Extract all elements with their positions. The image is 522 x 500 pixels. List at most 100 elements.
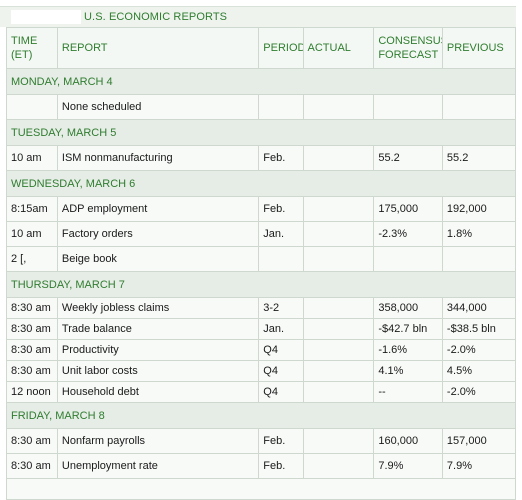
cell-consensus: -2.3% <box>373 221 443 247</box>
cell-time: 8:30 am <box>6 318 58 340</box>
col-header-previous: PREVIOUS <box>441 27 517 69</box>
footer-blank-cell <box>6 478 516 500</box>
cell-previous <box>441 246 517 272</box>
cell-previous <box>441 94 517 120</box>
cell-report: None scheduled <box>56 94 260 120</box>
cell-consensus: 175,000 <box>373 196 443 222</box>
day-label: THURSDAY, MARCH 7 <box>6 271 516 298</box>
cell-report: Weekly jobless claims <box>56 297 260 319</box>
cell-previous: 7.9% <box>441 453 517 479</box>
table-row: 8:30 am Nonfarm payrolls Feb. 160,000 15… <box>6 428 517 454</box>
cell-time: 8:30 am <box>6 453 58 479</box>
table-row: 10 am ISM nonmanufacturing Feb. 55.2 55.… <box>6 145 517 171</box>
cell-time: 10 am <box>6 221 58 247</box>
cell-consensus: -- <box>373 381 443 403</box>
cell-consensus: 358,000 <box>373 297 443 319</box>
cell-previous: 192,000 <box>441 196 517 222</box>
cell-period: Feb. <box>258 453 304 479</box>
table-row: None scheduled <box>6 94 517 120</box>
cell-time: 8:30 am <box>6 297 58 319</box>
cell-report: Unemployment rate <box>56 453 260 479</box>
cell-previous: 157,000 <box>441 428 517 454</box>
table-row: 8:30 am Weekly jobless claims 3-2 358,00… <box>6 297 517 319</box>
cell-period: 3-2 <box>258 297 304 319</box>
title-blank-block <box>11 10 81 24</box>
cell-previous: -2.0% <box>441 339 517 361</box>
cell-actual <box>302 318 375 340</box>
day-row: MONDAY, MARCH 4 <box>6 68 516 95</box>
table-row: 8:30 am Trade balance Jan. -$42.7 bln -$… <box>6 318 517 340</box>
table-title: U.S. ECONOMIC REPORTS <box>84 11 228 23</box>
cell-period: Feb. <box>258 145 304 171</box>
cell-actual <box>302 145 375 171</box>
day-label: FRIDAY, MARCH 8 <box>6 402 516 429</box>
cell-report: Productivity <box>56 339 260 361</box>
cell-period: Feb. <box>258 196 304 222</box>
cell-report: Trade balance <box>56 318 260 340</box>
cell-time: 8:30 am <box>6 339 58 361</box>
cell-report: Unit labor costs <box>56 360 260 382</box>
day-row: FRIDAY, MARCH 8 <box>6 402 516 429</box>
table-row: 8:30 am Unit labor costs Q4 4.1% 4.5% <box>6 360 517 382</box>
cell-consensus: 7.9% <box>373 453 443 479</box>
col-header-consensus: CONSENSUS FORECAST <box>373 27 443 69</box>
day-label: WEDNESDAY, MARCH 6 <box>6 170 516 197</box>
cell-period: Jan. <box>258 318 304 340</box>
cell-report: ADP employment <box>56 196 260 222</box>
cell-actual <box>302 381 375 403</box>
cell-period: Jan. <box>258 221 304 247</box>
cell-previous: 4.5% <box>441 360 517 382</box>
cell-consensus <box>373 246 443 272</box>
cell-actual <box>302 453 375 479</box>
cell-previous: -2.0% <box>441 381 517 403</box>
cell-time: 8:30 am <box>6 428 58 454</box>
cell-period: Feb. <box>258 428 304 454</box>
cell-actual <box>302 360 375 382</box>
cell-actual <box>302 246 375 272</box>
cell-consensus: 55.2 <box>373 145 443 171</box>
cell-report: Nonfarm payrolls <box>56 428 260 454</box>
cell-time: 2 [, <box>6 246 58 272</box>
table-row: 8:30 am Productivity Q4 -1.6% -2.0% <box>6 339 517 361</box>
cell-previous: 344,000 <box>441 297 517 319</box>
table-row: 12 noon Household debt Q4 -- -2.0% <box>6 381 517 403</box>
table-title-bar: U.S. ECONOMIC REPORTS <box>0 6 516 27</box>
cell-report: Household debt <box>56 381 260 403</box>
table-footer-row <box>6 478 516 500</box>
cell-period: Q4 <box>258 381 304 403</box>
cell-actual <box>302 196 375 222</box>
cell-time: 12 noon <box>6 381 58 403</box>
cell-consensus: -$42.7 bln <box>373 318 443 340</box>
cell-period: Q4 <box>258 360 304 382</box>
table-row: 10 am Factory orders Jan. -2.3% 1.8% <box>6 221 517 247</box>
col-header-actual: ACTUAL <box>302 27 375 69</box>
cell-time: 8:15am <box>6 196 58 222</box>
table-row: 8:30 am Unemployment rate Feb. 7.9% 7.9% <box>6 453 517 479</box>
economic-reports-table: TIME (ET) REPORT PERIOD ACTUAL CONSENSUS… <box>6 27 517 500</box>
table-row: 2 [, Beige book <box>6 246 517 272</box>
col-header-period: PERIOD <box>258 27 304 69</box>
cell-consensus: 4.1% <box>373 360 443 382</box>
cell-period <box>258 246 304 272</box>
cell-consensus <box>373 94 443 120</box>
day-label: MONDAY, MARCH 4 <box>6 68 516 95</box>
cell-actual <box>302 428 375 454</box>
header-row: TIME (ET) REPORT PERIOD ACTUAL CONSENSUS… <box>6 27 517 69</box>
cell-actual <box>302 297 375 319</box>
day-label: TUESDAY, MARCH 5 <box>6 119 516 146</box>
cell-time: 8:30 am <box>6 360 58 382</box>
day-row: TUESDAY, MARCH 5 <box>6 119 516 146</box>
cell-time: 10 am <box>6 145 58 171</box>
cell-consensus: 160,000 <box>373 428 443 454</box>
table-row: 8:15am ADP employment Feb. 175,000 192,0… <box>6 196 517 222</box>
cell-actual <box>302 339 375 361</box>
cell-previous: 1.8% <box>441 221 517 247</box>
day-row: THURSDAY, MARCH 7 <box>6 271 516 298</box>
cell-period <box>258 94 304 120</box>
cell-consensus: -1.6% <box>373 339 443 361</box>
col-header-report: REPORT <box>56 27 260 69</box>
cell-actual <box>302 94 375 120</box>
cell-report: Beige book <box>56 246 260 272</box>
day-row: WEDNESDAY, MARCH 6 <box>6 170 516 197</box>
cell-period: Q4 <box>258 339 304 361</box>
